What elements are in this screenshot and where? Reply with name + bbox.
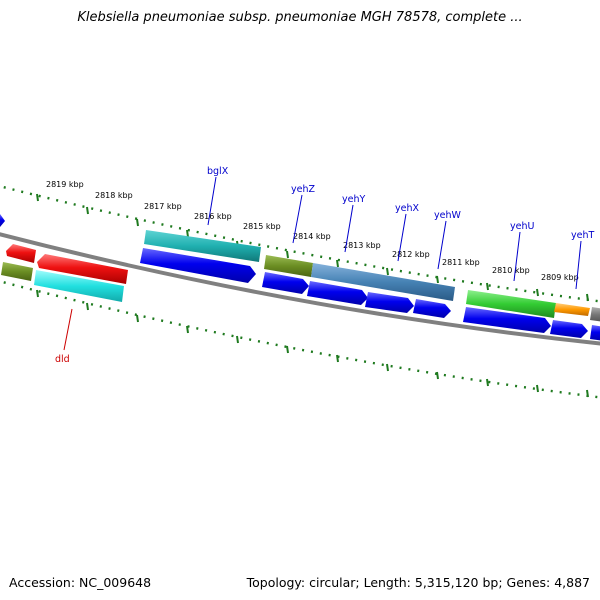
cds-blue-feature[interactable]: [262, 272, 309, 294]
cds-blue-feature[interactable]: [140, 248, 256, 283]
accession-text: Accession: NC_009648: [9, 575, 152, 590]
kbp-labels: 2819 kbp 2818 kbp 2817 kbp 2816 kbp 2815…: [46, 180, 579, 282]
kbp-label: 2818 kbp: [95, 191, 133, 200]
cds-blue-feature[interactable]: [463, 307, 551, 333]
cds-blue-feature[interactable]: [550, 320, 588, 338]
forward-strand-features[interactable]: [0, 214, 600, 322]
genome-backbone: [0, 232, 600, 346]
kbp-label: 2809 kbp: [541, 273, 579, 282]
gene-dld-feature[interactable]: [34, 270, 124, 302]
gene-label-yehT[interactable]: yehT: [571, 230, 594, 241]
gene-blue-left-edge[interactable]: [0, 214, 5, 227]
outer-tick-ring: [0, 185, 600, 303]
kbp-label: 2817 kbp: [144, 202, 182, 211]
cds-blue-feature[interactable]: [413, 299, 451, 318]
gene-yehY-yehX-feature[interactable]: [311, 263, 455, 301]
kbp-label: 2813 kbp: [343, 241, 381, 250]
gene-label-yehX[interactable]: yehX: [395, 203, 419, 214]
gene-label-leaders: [63, 176, 582, 351]
kbp-label: 2812 kbp: [392, 250, 430, 259]
gene-label-yehU[interactable]: yehU: [510, 221, 534, 232]
topology-text: Topology: circular; Length: 5,315,120 bp…: [246, 575, 590, 590]
gene-label-yehY[interactable]: yehY: [342, 194, 365, 205]
kbp-label: 2819 kbp: [46, 180, 84, 189]
kbp-label: 2816 kbp: [194, 212, 232, 221]
gene-yehT-feature[interactable]: [554, 303, 590, 316]
cds-blue-feature[interactable]: [365, 292, 414, 313]
gene-grey-feature[interactable]: [590, 307, 600, 322]
kbp-label: 2815 kbp: [243, 222, 281, 231]
cds-blue-feature[interactable]: [307, 281, 368, 305]
kbp-label: 2811 kbp: [442, 258, 480, 267]
gene-red-small-feature[interactable]: [6, 244, 36, 263]
gene-yehZ-feature[interactable]: [264, 255, 313, 277]
gene-yehU-feature[interactable]: [466, 290, 556, 318]
outer-major-ticks: [36, 193, 589, 302]
kbp-label: 2810 kbp: [492, 266, 530, 275]
inner-major-ticks: [36, 289, 589, 398]
map-title: Klebsiella pneumoniae subsp. pneumoniae …: [77, 10, 523, 25]
gene-label-dld[interactable]: dld: [55, 354, 70, 365]
gene-labels[interactable]: bglX yehZ yehY yehX yehW yehU yehT dld: [55, 166, 594, 365]
reverse-strand-features[interactable]: [1, 244, 600, 341]
gene-red-feature[interactable]: [37, 254, 128, 284]
cds-blue-feature[interactable]: [590, 325, 600, 341]
gene-olive-small-feature[interactable]: [1, 262, 33, 281]
kbp-label: 2814 kbp: [293, 232, 331, 241]
inner-tick-ring: [0, 280, 600, 399]
gene-bglX-feature[interactable]: [144, 230, 261, 262]
gene-label-yehW[interactable]: yehW: [434, 210, 461, 221]
gene-label-yehZ[interactable]: yehZ: [291, 184, 315, 195]
gene-label-bglX[interactable]: bglX: [207, 166, 229, 177]
